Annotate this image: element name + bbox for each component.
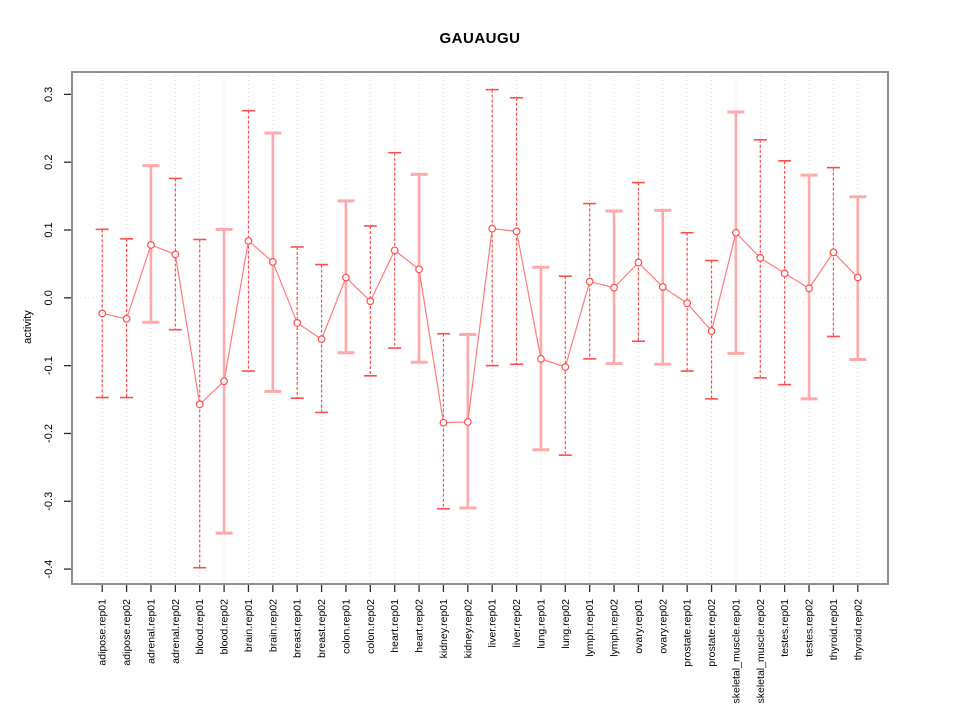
error-bar [315, 263, 329, 414]
x-tick-label: breast.rep02 [316, 599, 328, 658]
data-point [707, 327, 716, 335]
x-tick-label: heart.rep02 [414, 599, 426, 653]
x-tick-label: ovary.rep01 [633, 599, 645, 654]
y-tick-label: -0.4 [43, 560, 55, 579]
data-point [268, 257, 277, 266]
data-point [317, 335, 326, 344]
x-tick-label: testes.rep01 [779, 599, 791, 657]
y-tick-label: -0.3 [43, 492, 55, 511]
x-tick-label: liver.rep01 [487, 599, 499, 648]
series-line [102, 227, 859, 424]
y-tick-label: -0.1 [43, 356, 55, 375]
plot-border [71, 71, 889, 585]
error-bar [120, 238, 134, 399]
error-bar [95, 228, 109, 399]
data-point [366, 297, 375, 306]
x-tick-label: colon.rep02 [365, 599, 377, 654]
y-tick-label: 0.0 [43, 290, 55, 305]
x-tick-label: prostate.rep02 [706, 599, 718, 667]
data-point [195, 400, 204, 409]
data-point [853, 273, 862, 282]
data-point [98, 309, 107, 318]
chart-title: GAUAUGU [439, 30, 521, 47]
error-bar [485, 88, 499, 367]
x-tick-label: brain.rep01 [243, 599, 255, 652]
error-bar [680, 231, 694, 372]
data-point [610, 283, 618, 292]
x-tick-label: lung.rep02 [560, 599, 572, 649]
x-tick-label: thyroid.rep02 [852, 599, 864, 660]
error-bar [510, 96, 524, 366]
x-tick-label: testes.rep02 [804, 599, 816, 657]
data-point [805, 284, 813, 293]
error-bar [753, 139, 767, 379]
y-tick-label: -0.2 [43, 424, 55, 443]
error-bar [826, 166, 840, 338]
error-bar [705, 259, 719, 400]
x-tick-label: lymph.rep02 [609, 599, 621, 657]
data-point [415, 265, 423, 274]
y-tick-label: 0.2 [43, 155, 55, 170]
data-point [561, 363, 570, 371]
data-point [439, 418, 448, 427]
data-point [244, 236, 253, 245]
x-tick-label: kidney.rep02 [462, 599, 474, 659]
x-tick-label: kidney.rep01 [438, 599, 450, 659]
data-point [537, 354, 545, 363]
data-point [342, 273, 350, 282]
x-tick-label: skeletal_muscle.rep01 [730, 599, 742, 704]
x-tick-label: adipose.rep01 [97, 599, 109, 666]
data-point [512, 227, 521, 236]
data-point [780, 269, 789, 278]
y-tick-label: 0.3 [43, 87, 55, 102]
x-tick-label: skeletal_muscle.rep02 [755, 599, 767, 704]
data-point [829, 248, 838, 257]
x-tick-label: prostate.rep01 [682, 599, 694, 667]
data-point [463, 418, 472, 426]
data-point [634, 258, 643, 267]
data-point [390, 246, 399, 255]
x-tick-label: lung.rep01 [535, 599, 547, 649]
x-tick-label: blood.rep02 [219, 599, 231, 655]
x-tick-label: thyroid.rep01 [828, 599, 840, 660]
error-bar [558, 275, 572, 456]
data-point [220, 377, 228, 386]
data-point [122, 314, 131, 323]
error-bar [193, 238, 207, 569]
x-tick-label: adipose.rep02 [121, 599, 133, 666]
data-point [171, 250, 180, 259]
y-tick-label: 0.1 [43, 222, 55, 237]
x-tick-label: lymph.rep01 [584, 599, 596, 657]
data-point [658, 283, 667, 291]
data-point [756, 253, 765, 262]
x-tick-label: liver.rep02 [511, 599, 523, 648]
x-tick-label: heart.rep01 [389, 599, 401, 653]
error-bar [363, 225, 377, 377]
x-tick-label: colon.rep01 [340, 599, 352, 654]
data-point [488, 224, 497, 233]
data-point [732, 228, 740, 237]
x-tick-label: blood.rep01 [194, 599, 206, 655]
data-point [293, 319, 302, 327]
data-point [683, 299, 692, 308]
x-tick-label: ovary.rep02 [657, 599, 669, 654]
x-tick-label: brain.rep02 [267, 599, 279, 652]
x-tick-label: breast.rep01 [292, 599, 304, 658]
x-tick-label: adrenal.rep02 [170, 599, 182, 664]
x-tick-label: adrenal.rep01 [145, 599, 157, 664]
data-point [147, 241, 155, 249]
data-point [585, 277, 594, 286]
error-bar [631, 181, 645, 343]
